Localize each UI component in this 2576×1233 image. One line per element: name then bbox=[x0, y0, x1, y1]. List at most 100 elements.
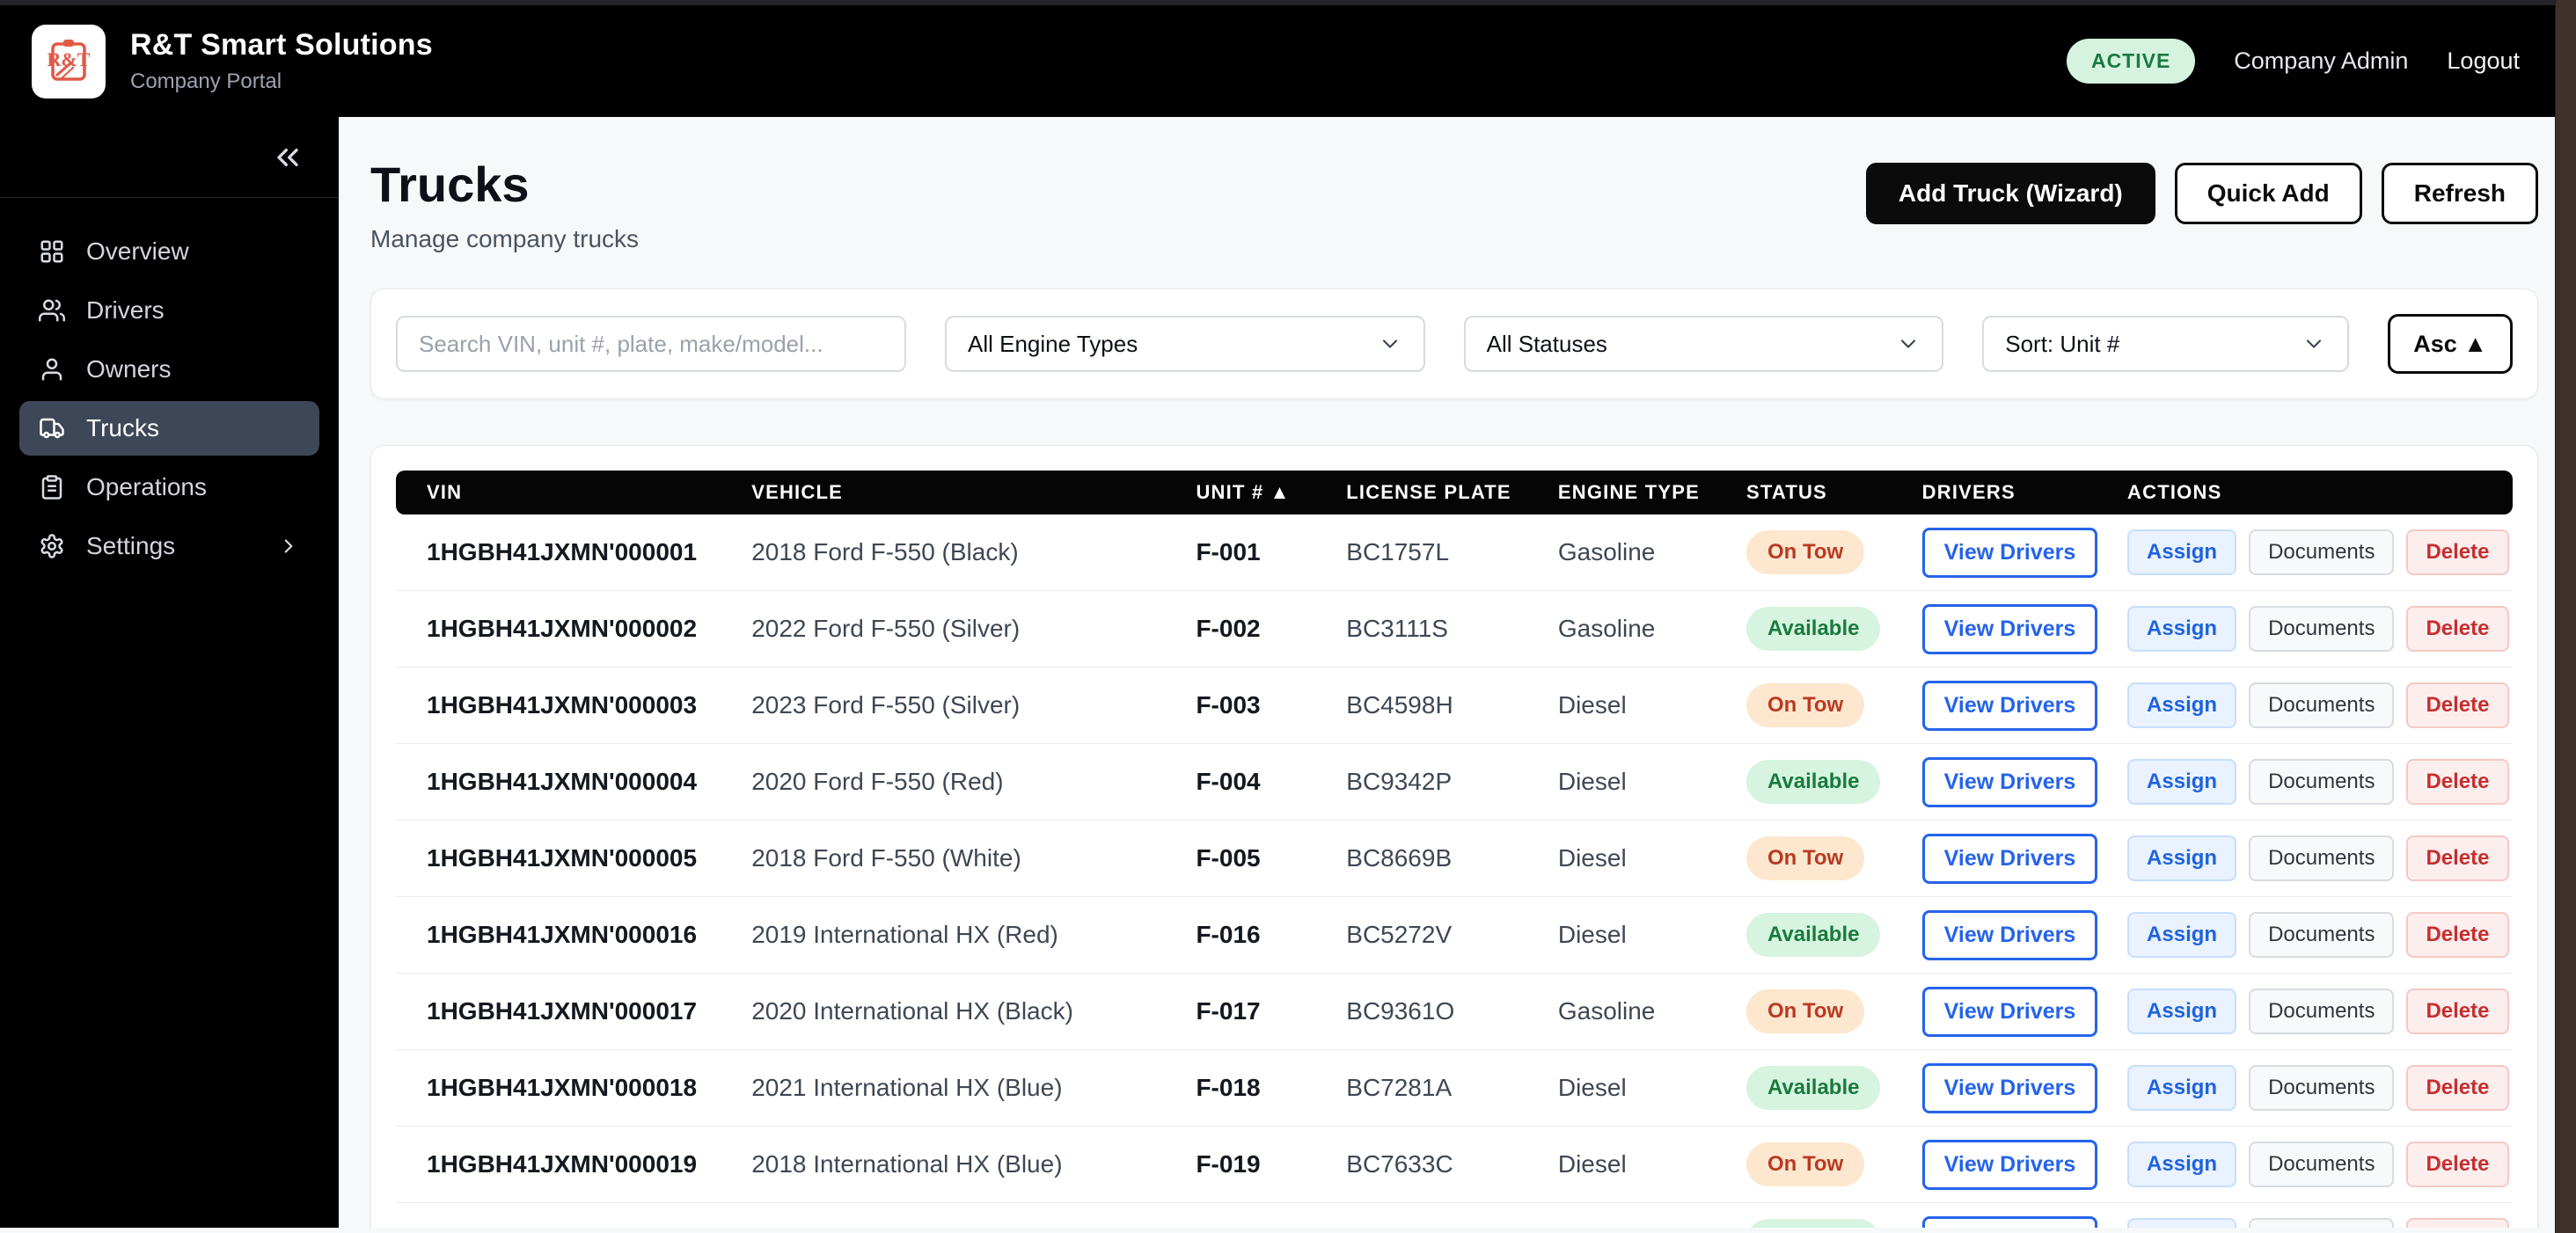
main-content: Trucks Manage company trucks Add Truck (… bbox=[339, 117, 2576, 1228]
sidebar-item-overview[interactable]: Overview bbox=[19, 224, 319, 279]
assign-button[interactable]: Assign bbox=[2127, 912, 2237, 958]
view-drivers-button[interactable]: View Drivers bbox=[1921, 527, 2098, 578]
status-badge: On Tow bbox=[1745, 836, 1865, 880]
user-role-link[interactable]: Company Admin bbox=[2234, 47, 2409, 74]
documents-button[interactable]: Documents bbox=[2249, 606, 2395, 652]
status-select[interactable]: All Statuses bbox=[1463, 316, 1944, 372]
assign-button[interactable]: Assign bbox=[2127, 529, 2237, 575]
documents-button[interactable]: Documents bbox=[2249, 835, 2395, 881]
sidebar-item-owners[interactable]: Owners bbox=[19, 342, 319, 397]
app-subtitle: Company Portal bbox=[130, 69, 282, 93]
documents-button[interactable]: Documents bbox=[2249, 1065, 2395, 1111]
sort-select[interactable]: Sort: Unit # bbox=[1982, 316, 2350, 372]
vehicle-cell: 2018 Ford F-550 (Black) bbox=[751, 514, 1197, 591]
status-badge: Available bbox=[1745, 760, 1881, 804]
view-drivers-button[interactable]: View Drivers bbox=[1921, 680, 2098, 731]
logout-link[interactable]: Logout bbox=[2447, 47, 2520, 74]
assign-button[interactable]: Assign bbox=[2127, 1142, 2237, 1187]
documents-button[interactable]: Documents bbox=[2249, 529, 2395, 575]
documents-button[interactable]: Documents bbox=[2249, 1142, 2395, 1187]
top-bar: R&T R&T Smart Solutions Company Portal A… bbox=[0, 0, 2576, 117]
truck-icon bbox=[39, 415, 65, 441]
engine-type-select[interactable]: All Engine Types bbox=[945, 316, 1425, 372]
plate-cell: BC9342P bbox=[1346, 744, 1558, 821]
status-badge: On Tow bbox=[1745, 530, 1865, 574]
sidebar-item-label: Overview bbox=[86, 237, 189, 265]
engine-cell: Diesel bbox=[1557, 668, 1746, 744]
documents-button[interactable]: Documents bbox=[2249, 682, 2395, 728]
vin-cell: 1HGBH41JXMN'000001 bbox=[396, 514, 752, 591]
sidebar-collapse-button[interactable] bbox=[270, 140, 305, 175]
assign-button[interactable]: Assign bbox=[2127, 759, 2237, 805]
vertical-scrollbar[interactable] bbox=[2555, 0, 2576, 1233]
view-drivers-button[interactable]: View Drivers bbox=[1921, 1062, 2098, 1113]
assign-button[interactable]: Assign bbox=[2127, 682, 2237, 728]
delete-button[interactable]: Delete bbox=[2406, 1065, 2509, 1111]
vin-cell: 1HGBH41JXMN'000017 bbox=[396, 974, 752, 1050]
delete-button[interactable]: Delete bbox=[2406, 529, 2509, 575]
delete-button[interactable]: Delete bbox=[2406, 682, 2509, 728]
sidebar-item-operations[interactable]: Operations bbox=[19, 460, 319, 514]
documents-button[interactable]: Documents bbox=[2249, 912, 2395, 958]
add-truck-wizard-button[interactable]: Add Truck (Wizard) bbox=[1865, 163, 2155, 224]
documents-button[interactable]: Documents bbox=[2249, 989, 2395, 1034]
view-drivers-button[interactable]: View Drivers bbox=[1921, 603, 2098, 654]
sort-direction-button[interactable]: Asc ▲ bbox=[2388, 314, 2514, 374]
chevrons-left-icon bbox=[270, 140, 305, 175]
col-vehicle: VEHICLE bbox=[751, 471, 1197, 514]
status-badge: Available bbox=[1745, 913, 1881, 957]
unit-cell: F-004 bbox=[1196, 744, 1347, 821]
view-drivers-button[interactable]: View Drivers bbox=[1921, 1215, 2098, 1228]
sidebar-item-drivers[interactable]: Drivers bbox=[19, 283, 319, 338]
plate-cell: BC9361O bbox=[1346, 974, 1558, 1050]
assign-button[interactable]: Assign bbox=[2127, 1065, 2237, 1111]
engine-cell: Diesel bbox=[1557, 821, 1746, 897]
delete-button[interactable]: Delete bbox=[2406, 1218, 2509, 1228]
delete-button[interactable]: Delete bbox=[2406, 989, 2509, 1034]
table-row: 1HGBH41JXMN'000020 2022 International HX… bbox=[396, 1203, 2513, 1228]
view-drivers-button[interactable]: View Drivers bbox=[1921, 833, 2098, 884]
page-title: Trucks bbox=[370, 157, 530, 212]
status-badge: Available bbox=[1745, 1066, 1881, 1110]
sort-value: Sort: Unit # bbox=[2005, 330, 2120, 357]
view-drivers-button[interactable]: View Drivers bbox=[1921, 909, 2098, 960]
table-header-row: VIN VEHICLE UNIT # ▲ LICENSE PLATE ENGIN… bbox=[396, 471, 2513, 514]
assign-button[interactable]: Assign bbox=[2127, 1218, 2237, 1228]
assign-button[interactable]: Assign bbox=[2127, 989, 2237, 1034]
sidebar: Overview Drivers Owners Trucks bbox=[0, 117, 339, 1228]
unit-cell: F-016 bbox=[1196, 897, 1347, 974]
search-input[interactable] bbox=[396, 316, 906, 372]
delete-button[interactable]: Delete bbox=[2406, 835, 2509, 881]
quick-add-button[interactable]: Quick Add bbox=[2174, 163, 2362, 224]
view-drivers-button[interactable]: View Drivers bbox=[1921, 1139, 2098, 1190]
sidebar-nav: Overview Drivers Owners Trucks bbox=[0, 198, 339, 604]
view-drivers-button[interactable]: View Drivers bbox=[1921, 986, 2098, 1037]
refresh-button[interactable]: Refresh bbox=[2381, 163, 2538, 224]
engine-cell: Gasoline bbox=[1557, 591, 1746, 668]
assign-button[interactable]: Assign bbox=[2127, 835, 2237, 881]
table-row: 1HGBH41JXMN'000004 2020 Ford F-550 (Red)… bbox=[396, 744, 2513, 821]
sidebar-item-label: Owners bbox=[86, 355, 172, 383]
unit-cell: F-020 bbox=[1196, 1203, 1346, 1228]
chevron-right-icon bbox=[277, 535, 300, 558]
documents-button[interactable]: Documents bbox=[2249, 759, 2395, 805]
vin-cell: 1HGBH41JXMN'000020 bbox=[396, 1203, 751, 1228]
delete-button[interactable]: Delete bbox=[2406, 1142, 2509, 1187]
documents-button[interactable]: Documents bbox=[2249, 1218, 2395, 1228]
sidebar-item-trucks[interactable]: Trucks bbox=[19, 401, 319, 456]
plate-cell: BC5272V bbox=[1346, 897, 1558, 974]
view-drivers-button[interactable]: View Drivers bbox=[1921, 756, 2098, 807]
table-row: 1HGBH41JXMN'000002 2022 Ford F-550 (Silv… bbox=[396, 591, 2513, 668]
assign-button[interactable]: Assign bbox=[2127, 606, 2237, 652]
vehicle-cell: 2020 International HX (Black) bbox=[751, 974, 1197, 1050]
delete-button[interactable]: Delete bbox=[2406, 606, 2509, 652]
status-badge: ACTIVE bbox=[2066, 39, 2196, 84]
delete-button[interactable]: Delete bbox=[2406, 912, 2509, 958]
col-unit-sort[interactable]: UNIT # ▲ bbox=[1196, 471, 1347, 514]
vehicle-cell: 2018 International HX (Blue) bbox=[751, 1127, 1197, 1203]
col-engine-type: ENGINE TYPE bbox=[1557, 471, 1746, 514]
unit-cell: F-017 bbox=[1196, 974, 1347, 1050]
sidebar-item-label: Operations bbox=[86, 473, 207, 500]
delete-button[interactable]: Delete bbox=[2406, 759, 2509, 805]
sidebar-item-settings[interactable]: Settings bbox=[19, 519, 319, 573]
